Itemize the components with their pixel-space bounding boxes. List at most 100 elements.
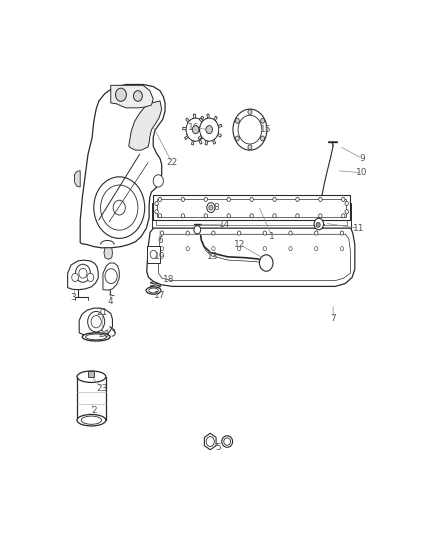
Polygon shape [191,140,196,145]
Circle shape [160,247,164,251]
Polygon shape [192,114,197,119]
Polygon shape [199,116,204,122]
Polygon shape [205,433,216,450]
Bar [147,246,160,263]
Circle shape [186,231,189,235]
Circle shape [134,91,142,101]
Text: 3: 3 [71,293,76,302]
Circle shape [237,231,241,235]
Circle shape [75,264,90,282]
Circle shape [345,209,348,214]
Circle shape [319,214,322,218]
Circle shape [192,126,199,134]
Circle shape [181,197,184,201]
Circle shape [206,437,214,447]
Polygon shape [217,124,222,130]
Text: 15: 15 [259,125,271,134]
Circle shape [155,201,158,206]
Circle shape [158,214,162,218]
Circle shape [259,255,273,271]
Circle shape [263,247,266,251]
Circle shape [155,209,158,214]
Circle shape [250,197,253,201]
Circle shape [116,88,127,101]
Ellipse shape [224,438,230,445]
Polygon shape [67,260,98,290]
Text: 7: 7 [330,314,336,323]
Polygon shape [129,101,162,150]
Circle shape [186,247,189,251]
Ellipse shape [86,334,107,340]
Polygon shape [197,138,202,144]
Circle shape [207,203,215,213]
Text: 12: 12 [234,240,245,249]
Circle shape [186,118,205,141]
Text: 5: 5 [215,443,221,452]
Text: 1: 1 [269,232,275,241]
Polygon shape [204,124,208,130]
Circle shape [248,109,252,115]
Text: 23: 23 [97,384,108,393]
Polygon shape [211,138,215,144]
Text: 22: 22 [166,158,177,167]
Polygon shape [80,84,165,248]
Circle shape [296,197,299,201]
Bar [88,370,94,377]
Circle shape [342,197,345,201]
Polygon shape [103,263,119,290]
Polygon shape [196,126,200,132]
Ellipse shape [82,333,110,341]
Circle shape [316,222,320,227]
Circle shape [237,247,241,251]
Circle shape [340,231,344,235]
Circle shape [273,197,276,201]
Circle shape [212,231,215,235]
Text: 21: 21 [97,308,108,317]
Circle shape [263,231,266,235]
Bar [152,204,351,228]
Polygon shape [104,248,113,260]
Ellipse shape [222,436,233,447]
Polygon shape [184,134,190,140]
Text: 20: 20 [98,330,110,340]
Circle shape [261,136,265,141]
Text: 13: 13 [207,252,219,261]
Circle shape [250,214,253,218]
Text: 8: 8 [213,203,219,212]
Circle shape [200,118,219,141]
Circle shape [314,247,318,251]
Text: 16: 16 [188,123,200,132]
Circle shape [113,200,125,215]
Polygon shape [79,308,113,336]
Circle shape [181,214,184,218]
Circle shape [87,273,94,281]
Circle shape [227,197,230,201]
Text: 14: 14 [219,220,230,229]
Polygon shape [199,118,205,124]
Circle shape [153,175,163,187]
Text: 10: 10 [356,168,368,177]
Bar [156,207,347,225]
Circle shape [204,197,208,201]
Circle shape [314,219,324,230]
Circle shape [261,118,265,123]
Circle shape [235,118,239,123]
Circle shape [345,201,348,206]
Circle shape [289,247,292,251]
Text: 9: 9 [359,154,365,163]
Circle shape [72,273,78,281]
Circle shape [150,251,157,259]
Bar [153,195,350,220]
Ellipse shape [81,416,102,424]
Circle shape [273,214,276,218]
Polygon shape [159,235,350,281]
Circle shape [289,231,292,235]
Circle shape [314,231,318,235]
Text: 2: 2 [91,406,97,415]
Circle shape [194,225,201,234]
Circle shape [88,311,105,332]
Ellipse shape [146,287,161,294]
Circle shape [340,247,344,251]
Polygon shape [74,171,80,187]
Polygon shape [212,116,217,122]
